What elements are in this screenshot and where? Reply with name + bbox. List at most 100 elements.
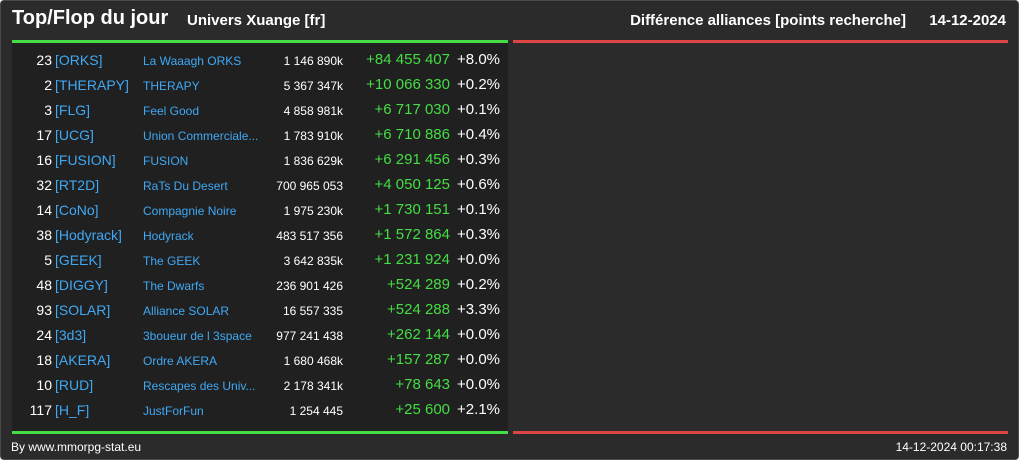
difference-cell: +6 717 030: [374, 101, 451, 118]
table-row: 14 [CoNo] Compagnie Noire 1 975 230k +1 730 …: [12, 198, 508, 223]
percent-cell: +0.2%: [457, 76, 500, 93]
table-row: 48 [DIGGY] The Dwarfs 236 901 426 +524 289 +0…: [12, 273, 508, 298]
rank-cell: 23: [36, 52, 52, 68]
alliance-tag-link[interactable]: [RUD]: [55, 377, 94, 393]
table-row: 10 [RUD] Rescapes des Univ... 2 178 341k +78…: [12, 373, 508, 398]
top-alliances-panel: 23 [ORKS] La Waaagh ORKS 1 146 890k +84 455 …: [12, 43, 508, 431]
alliance-tag-link[interactable]: [3d3]: [55, 327, 87, 343]
table-row: 18 [AKERA] Ordre AKERA 1 680 468k +157 287 +0…: [12, 348, 508, 373]
points-cell: 483 517 356: [276, 229, 343, 243]
rank-cell: 48: [36, 277, 52, 293]
points-cell: 1 783 910k: [283, 129, 343, 143]
difference-cell: +4 050 125: [374, 176, 451, 193]
top-divider-green: [12, 40, 508, 43]
alliance-name-link[interactable]: RaTs Du Desert: [143, 179, 228, 193]
table-row: 3 [FLG] Feel Good 4 858 981k +6 717 030 +0.1%: [12, 98, 508, 123]
difference-cell: +25 600: [395, 401, 450, 418]
difference-cell: +262 144: [387, 326, 450, 343]
rank-cell: 14: [36, 202, 52, 218]
alliance-name-link[interactable]: Rescapes des Univ...: [143, 379, 256, 393]
alliance-tag-link[interactable]: [Hodyrack]: [55, 227, 122, 243]
percent-cell: +0.0%: [457, 351, 500, 368]
percent-cell: +0.2%: [457, 276, 500, 293]
rank-cell: 32: [36, 177, 52, 193]
alliance-name-link[interactable]: THERAPY: [143, 79, 200, 93]
alliance-name-link[interactable]: Feel Good: [143, 104, 200, 118]
alliance-tag-link[interactable]: [ORKS]: [55, 52, 103, 68]
table-row: 24 [3d3] 3boueur de l 3space 977 241 438 +26…: [12, 323, 508, 348]
points-cell: 236 901 426: [276, 279, 343, 293]
difference-cell: +6 710 886: [374, 126, 451, 143]
table-row: 5 [GEEK] The GEEK 3 642 835k +1 231 924 +0.0%: [12, 248, 508, 273]
points-cell: 1 680 468k: [283, 354, 343, 368]
alliance-name-link[interactable]: The GEEK: [143, 254, 201, 268]
bottom-divider-red: [513, 431, 1008, 434]
rank-cell: 17: [36, 127, 52, 143]
points-cell: 5 367 347k: [283, 79, 343, 93]
alliance-tag-link[interactable]: [UCG]: [55, 127, 94, 143]
alliance-tag-link[interactable]: [RT2D]: [55, 177, 100, 193]
alliance-name-link[interactable]: Ordre AKERA: [143, 354, 218, 368]
percent-cell: +0.1%: [457, 201, 500, 218]
table-row: 17 [UCG] Union Commerciale... 1 783 910k +6 …: [12, 123, 508, 148]
source-credit[interactable]: By www.mmorpg-stat.eu: [11, 440, 142, 454]
points-cell: 3 642 835k: [283, 254, 343, 268]
percent-cell: +0.0%: [457, 326, 500, 343]
alliance-name-link[interactable]: Union Commerciale...: [143, 129, 259, 143]
rank-cell: 38: [36, 227, 52, 243]
alliance-tag-link[interactable]: [GEEK]: [55, 252, 102, 268]
rank-cell: 10: [36, 377, 52, 393]
points-cell: 1 975 230k: [283, 204, 343, 218]
points-cell: 1 146 890k: [283, 54, 343, 68]
difference-cell: +1 730 151: [374, 201, 451, 218]
difference-cell: +6 291 456: [374, 151, 451, 168]
difference-cell: +10 066 330: [366, 76, 450, 93]
points-cell: 16 557 335: [282, 304, 343, 318]
alliance-name-link[interactable]: La Waaagh ORKS: [143, 54, 242, 68]
points-cell: 4 858 981k: [283, 104, 343, 118]
rank-cell: 5: [44, 252, 52, 268]
table-row: 16 [FUSION] FUSION 1 836 629k +6 291 456 +0.3…: [12, 148, 508, 173]
difference-cell: +157 287: [387, 351, 450, 368]
table-row: 38 [Hodyrack] Hodyrack 483 517 356 +1 572 86…: [12, 223, 508, 248]
alliance-name-link[interactable]: Hodyrack: [143, 229, 194, 243]
table-row: 93 [SOLAR] Alliance SOLAR 16 557 335 +524 28…: [12, 298, 508, 323]
rank-cell: 3: [44, 102, 52, 118]
alliance-name-link[interactable]: JustForFun: [143, 404, 204, 418]
table-row: 117 [H_F] JustForFun 1 254 445 +25 600 +2.1%: [12, 398, 508, 423]
rank-cell: 16: [36, 152, 52, 168]
percent-cell: +0.0%: [457, 376, 500, 393]
alliance-tag-link[interactable]: [H_F]: [55, 402, 90, 418]
alliance-tag-link[interactable]: [AKERA]: [55, 352, 111, 368]
alliance-name-link[interactable]: The Dwarfs: [143, 279, 205, 293]
alliance-tag-link[interactable]: [CoNo]: [55, 202, 99, 218]
difference-cell: +524 289: [387, 276, 450, 293]
alliance-tag-link[interactable]: [FLG]: [55, 102, 91, 118]
alliance-name-link[interactable]: FUSION: [143, 154, 189, 168]
page-title: Top/Flop du jour: [12, 7, 169, 29]
difference-cell: +1 231 924: [374, 251, 451, 268]
rank-cell: 2: [44, 77, 52, 93]
table-row: 23 [ORKS] La Waaagh ORKS 1 146 890k +84 455 …: [12, 48, 508, 73]
difference-cell: +78 643: [395, 376, 450, 393]
alliance-tag-link[interactable]: [DIGGY]: [55, 277, 108, 293]
percent-cell: +0.0%: [457, 251, 500, 268]
points-cell: 700 965 053: [276, 179, 343, 193]
alliance-name-link[interactable]: Alliance SOLAR: [143, 304, 230, 318]
alliance-tag-link[interactable]: [SOLAR]: [55, 302, 111, 318]
rank-cell: 117: [29, 402, 52, 418]
date-label: 14-12-2024: [929, 12, 1006, 29]
rank-cell: 24: [36, 327, 52, 343]
points-cell: 1 254 445: [289, 404, 343, 418]
percent-cell: +0.6%: [457, 176, 500, 193]
table-row: 2 [THERAPY] THERAPY 5 367 347k +10 066 330 +0…: [12, 73, 508, 98]
alliance-name-link[interactable]: 3boueur de l 3space: [143, 329, 252, 343]
alliance-tag-link[interactable]: [FUSION]: [55, 152, 116, 168]
points-cell: 2 178 341k: [283, 379, 343, 393]
alliance-tag-link[interactable]: [THERAPY]: [55, 77, 129, 93]
universe-label: Univers Xuange [fr]: [187, 12, 326, 29]
points-cell: 977 241 438: [276, 329, 343, 343]
percent-cell: +8.0%: [457, 51, 500, 68]
alliance-name-link[interactable]: Compagnie Noire: [143, 204, 237, 218]
